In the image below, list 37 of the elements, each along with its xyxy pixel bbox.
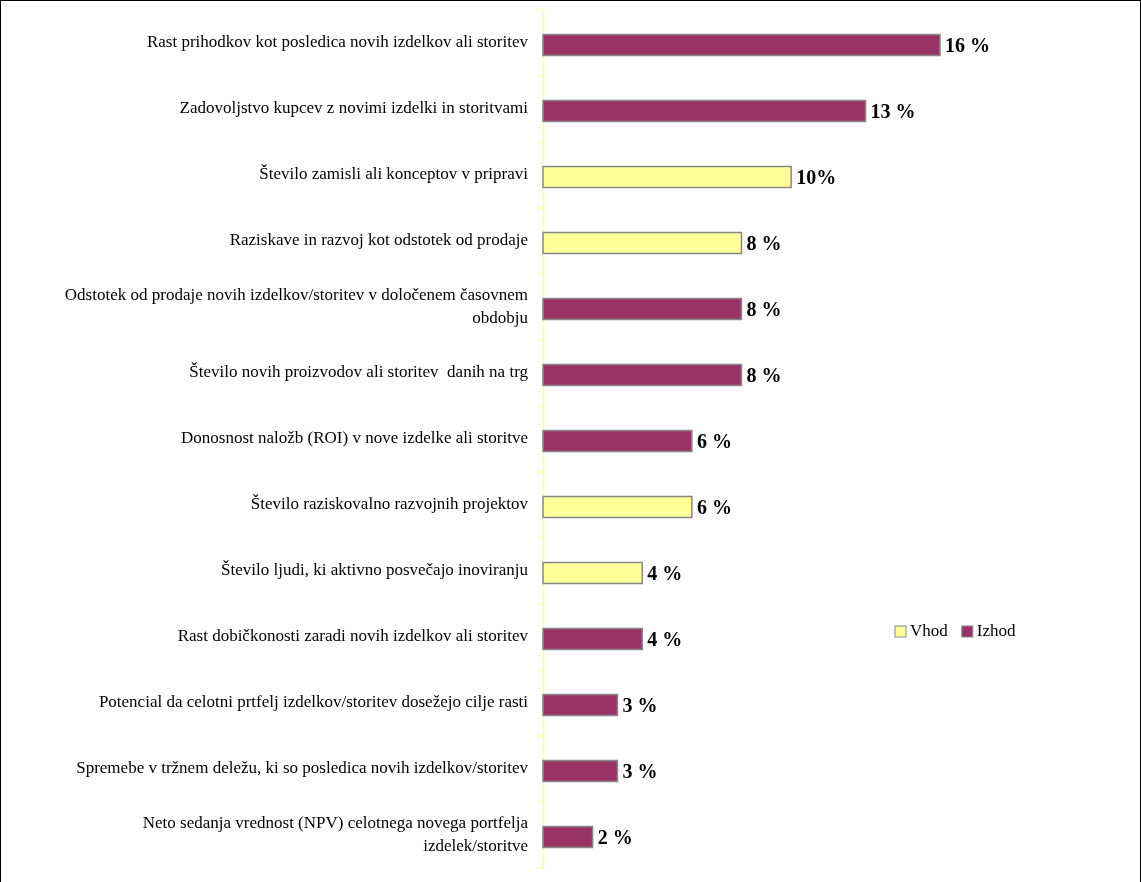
data-label: 8 % — [746, 232, 782, 254]
data-label: 4 % — [647, 628, 683, 650]
data-label: 8 % — [746, 364, 782, 386]
data-label: 6 % — [696, 496, 732, 518]
y-tick-label: Število ljudi, ki aktivno posvečajo inoviranju — [221, 560, 529, 579]
y-tick-label: Potencial da celotni prtfelj izdelkov/storitev dosežejo cilje rasti — [98, 692, 529, 711]
y-tick-label: Število zamisli ali konceptov v pripravi — [259, 164, 529, 183]
bar — [542, 693, 619, 717]
y-tick-label: Število novih proizvodov ali storitev danih na trg — [189, 362, 529, 381]
data-label: 10% — [796, 166, 837, 188]
y-tick-label: Raziskave in razvoj kot odstotek od prodaje — [229, 230, 528, 249]
bar — [542, 429, 693, 453]
y-tick-label: Odstotek od prodaje novih izdelkov/storitev v določenem časovnem obdobju — [64, 284, 529, 327]
data-label: 13 % — [870, 100, 916, 122]
data-label: 3 % — [622, 760, 658, 782]
bar — [542, 825, 594, 849]
legend-label: Vhod — [910, 621, 949, 640]
data-label: 4 % — [647, 562, 683, 584]
bar — [542, 297, 743, 321]
y-tick-label: Spremebe v tržnem deležu, ki so posledica novih izdelkov/storitev — [76, 758, 529, 777]
bar — [542, 99, 867, 123]
legend-label: Izhod — [976, 621, 1016, 640]
bar — [542, 363, 743, 387]
data-label: 8 % — [746, 298, 782, 320]
y-tick-label: Donosnost naložb (ROI) v nove izdelke ali storitve — [180, 428, 528, 447]
data-label: 3 % — [622, 694, 658, 716]
y-tick-label: Zadovoljstvo kupcev z novimi izdelki in storitvami — [179, 98, 529, 117]
data-label: 6 % — [696, 430, 732, 452]
bar — [542, 759, 619, 783]
y-tick-label: Število raziskovalno razvojnih projektov — [250, 494, 529, 513]
y-tick-label: Rast prihodkov kot posledica novih izdelkov ali storitev — [146, 32, 529, 51]
bar — [542, 627, 643, 651]
bar — [542, 33, 941, 57]
data-label: 16 % — [945, 34, 990, 56]
y-tick-label: Neto sedanja vrednost (NPV) celotnega novega portfelja izdelek/storitve — [142, 812, 529, 855]
y-tick-label: Rast dobičkonosti zaradi novih izdelkov ali storitev — [177, 626, 529, 645]
data-label: 2 % — [597, 826, 633, 848]
